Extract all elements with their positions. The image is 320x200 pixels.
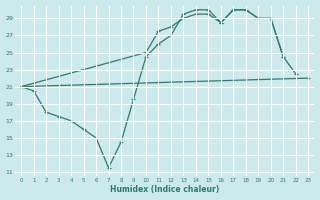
X-axis label: Humidex (Indice chaleur): Humidex (Indice chaleur) — [110, 185, 219, 194]
